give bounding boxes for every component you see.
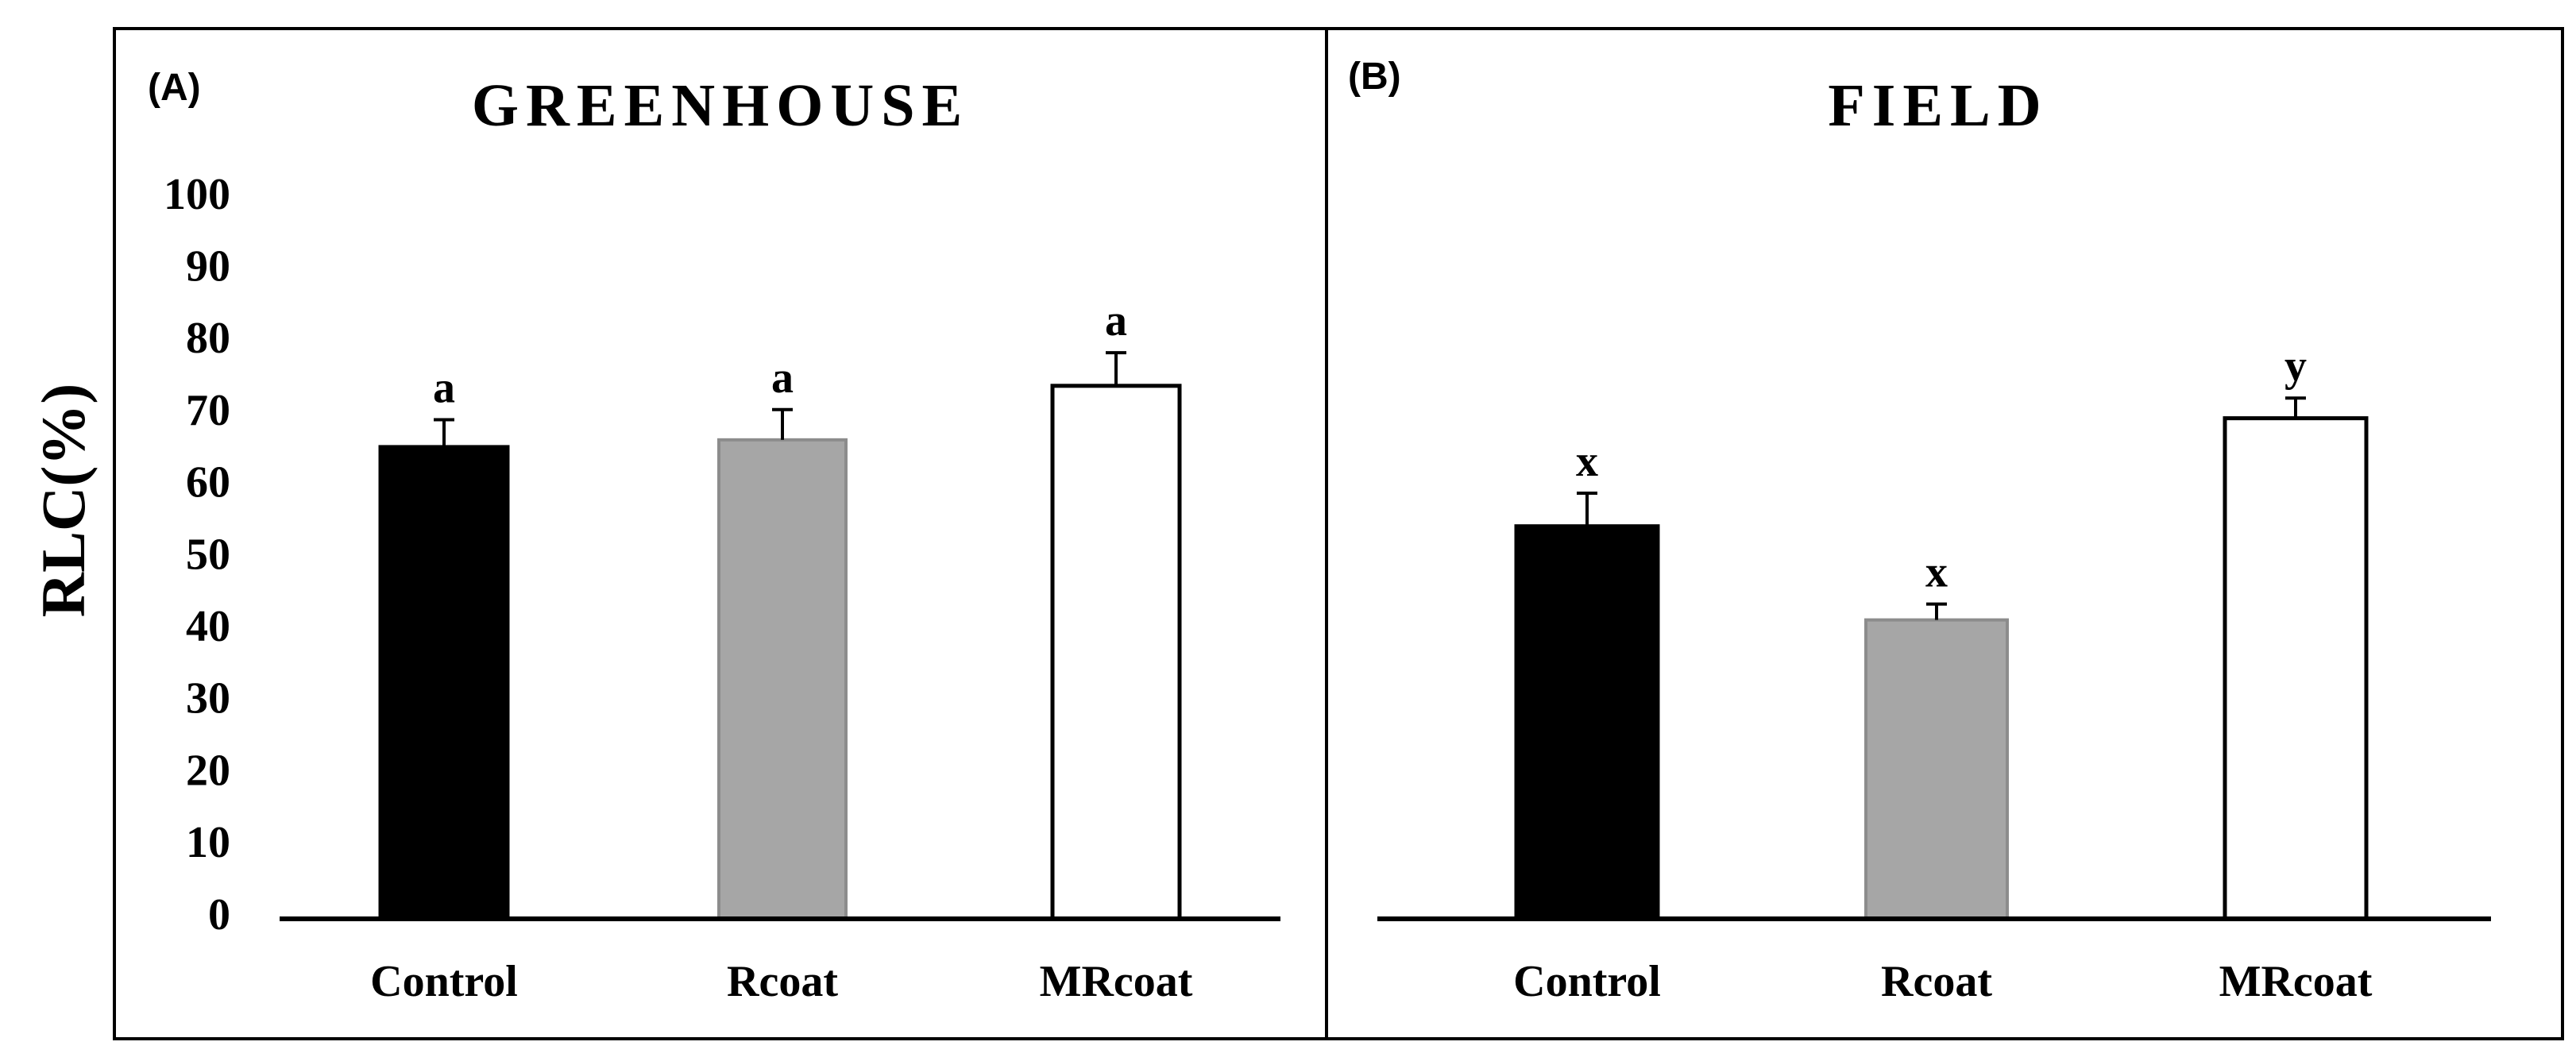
y-tick-label: 90 xyxy=(186,242,230,291)
y-axis-title: RLC(%) xyxy=(29,384,98,618)
category-label-control: Control xyxy=(1513,957,1661,1006)
panel-b-frame xyxy=(1325,27,2564,1040)
y-tick-label: 30 xyxy=(186,674,230,723)
category-label-rcoat: Rcoat xyxy=(1881,957,1992,1006)
panel-a-title: GREENHOUSE xyxy=(472,72,969,139)
y-tick-label: 80 xyxy=(186,314,230,363)
y-tick-labels: 0 10 20 30 40 50 60 70 80 90 100 xyxy=(164,170,230,939)
category-label-rcoat: Rcoat xyxy=(727,957,838,1006)
bar-mrcoat xyxy=(2223,416,2369,921)
bar-rcoat xyxy=(717,438,848,920)
y-tick-label: 60 xyxy=(186,458,230,507)
significance-letter: x xyxy=(1576,437,1598,486)
significance-letter: y xyxy=(2284,341,2307,391)
bar-control xyxy=(1514,524,1660,921)
y-tick-label: 0 xyxy=(208,890,230,939)
y-tick-label: 100 xyxy=(164,170,230,219)
significance-letter: a xyxy=(1105,296,1127,345)
panel-b-label: (B) xyxy=(1348,56,1401,98)
y-tick-label: 10 xyxy=(186,818,230,867)
y-tick-label: 70 xyxy=(186,386,230,435)
y-tick-label: 50 xyxy=(186,530,230,579)
significance-letter: a xyxy=(433,363,455,412)
bar-mrcoat xyxy=(1050,384,1182,921)
y-tick-label: 40 xyxy=(186,602,230,651)
category-label-control: Control xyxy=(370,957,518,1006)
bar-control xyxy=(378,445,510,921)
category-label-mrcoat: MRcoat xyxy=(2219,957,2373,1006)
y-tick-label: 20 xyxy=(186,746,230,795)
panel-a-plot: a Control a Rcoat a MRcoat xyxy=(280,296,1280,1006)
panel-b-plot: x Control x Rcoat y MRcoat xyxy=(1377,341,2491,1006)
category-label-mrcoat: MRcoat xyxy=(1040,957,1193,1006)
significance-letter: a xyxy=(771,353,794,403)
bar-rcoat xyxy=(1864,618,2009,920)
panel-b-title: FIELD xyxy=(1828,72,2048,139)
panel-a-label: (A) xyxy=(148,67,201,109)
significance-letter: x xyxy=(1925,548,1948,597)
